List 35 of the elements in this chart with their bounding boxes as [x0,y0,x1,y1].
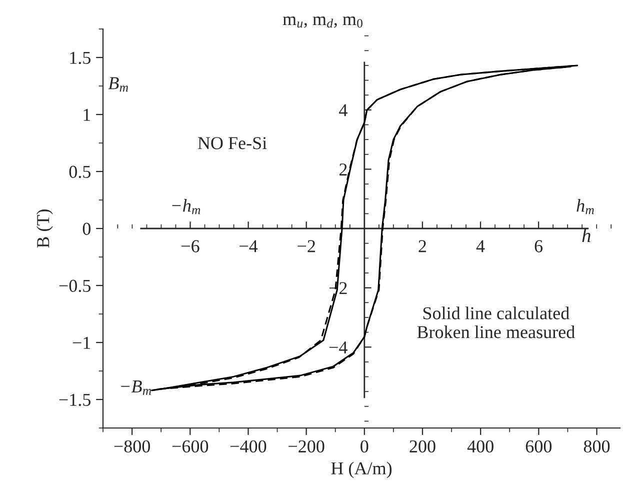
y-tick-label: −0.5 [59,280,90,292]
x-tick-label: −200 [288,440,324,453]
annotation: NO Fe-Si [198,137,267,150]
annotation: h$_{m}$ [576,199,594,214]
x-tick-label: −600 [172,440,208,453]
annotation: −B$_{m}$ [121,380,152,395]
x-tick-label: −800 [114,440,150,453]
annotation: −h$_{m}$ [172,199,200,214]
x-tick-label: 0 [360,440,368,453]
x-tick-label: 800 [584,440,610,453]
y-tick-label: 1 [84,108,90,121]
y-tick-label: 1.5 [70,52,90,64]
x-tick-label: 200 [410,440,436,453]
y-tick-label: −1.5 [59,394,90,406]
x2-axis-title: h [582,228,590,242]
y-tick-label: 0 [82,222,91,235]
x2-tick-label: 6 [534,240,543,252]
y2-axis-title: m$_{u}$, m$_{d}$, m$_{0}$ [282,16,362,28]
x-axis-title: H (A/m) [331,462,392,478]
x2-tick-label: −2 [298,240,315,252]
annotation: Solid line calculated Broken line measured [417,306,575,338]
x2-tick-label: −6 [182,240,200,252]
x2-tick-label: 4 [476,240,485,252]
y2-tick-label: −4 [329,341,348,354]
y-tick-label: 0.5 [69,166,90,178]
x2-tick-label: −4 [240,240,258,252]
x-tick-label: 400 [467,440,494,453]
y-axis-title: B (T) [36,209,53,248]
y2-tick-label: 2 [340,164,347,176]
x2-tick-label: 2 [418,240,426,252]
y2-tick-label: 4 [339,104,348,116]
annotation: B$_{m}$ [108,77,128,92]
x-tick-label: −400 [230,440,266,453]
x-tick-label: 600 [526,440,552,453]
y-tick-label: −1 [72,336,90,349]
